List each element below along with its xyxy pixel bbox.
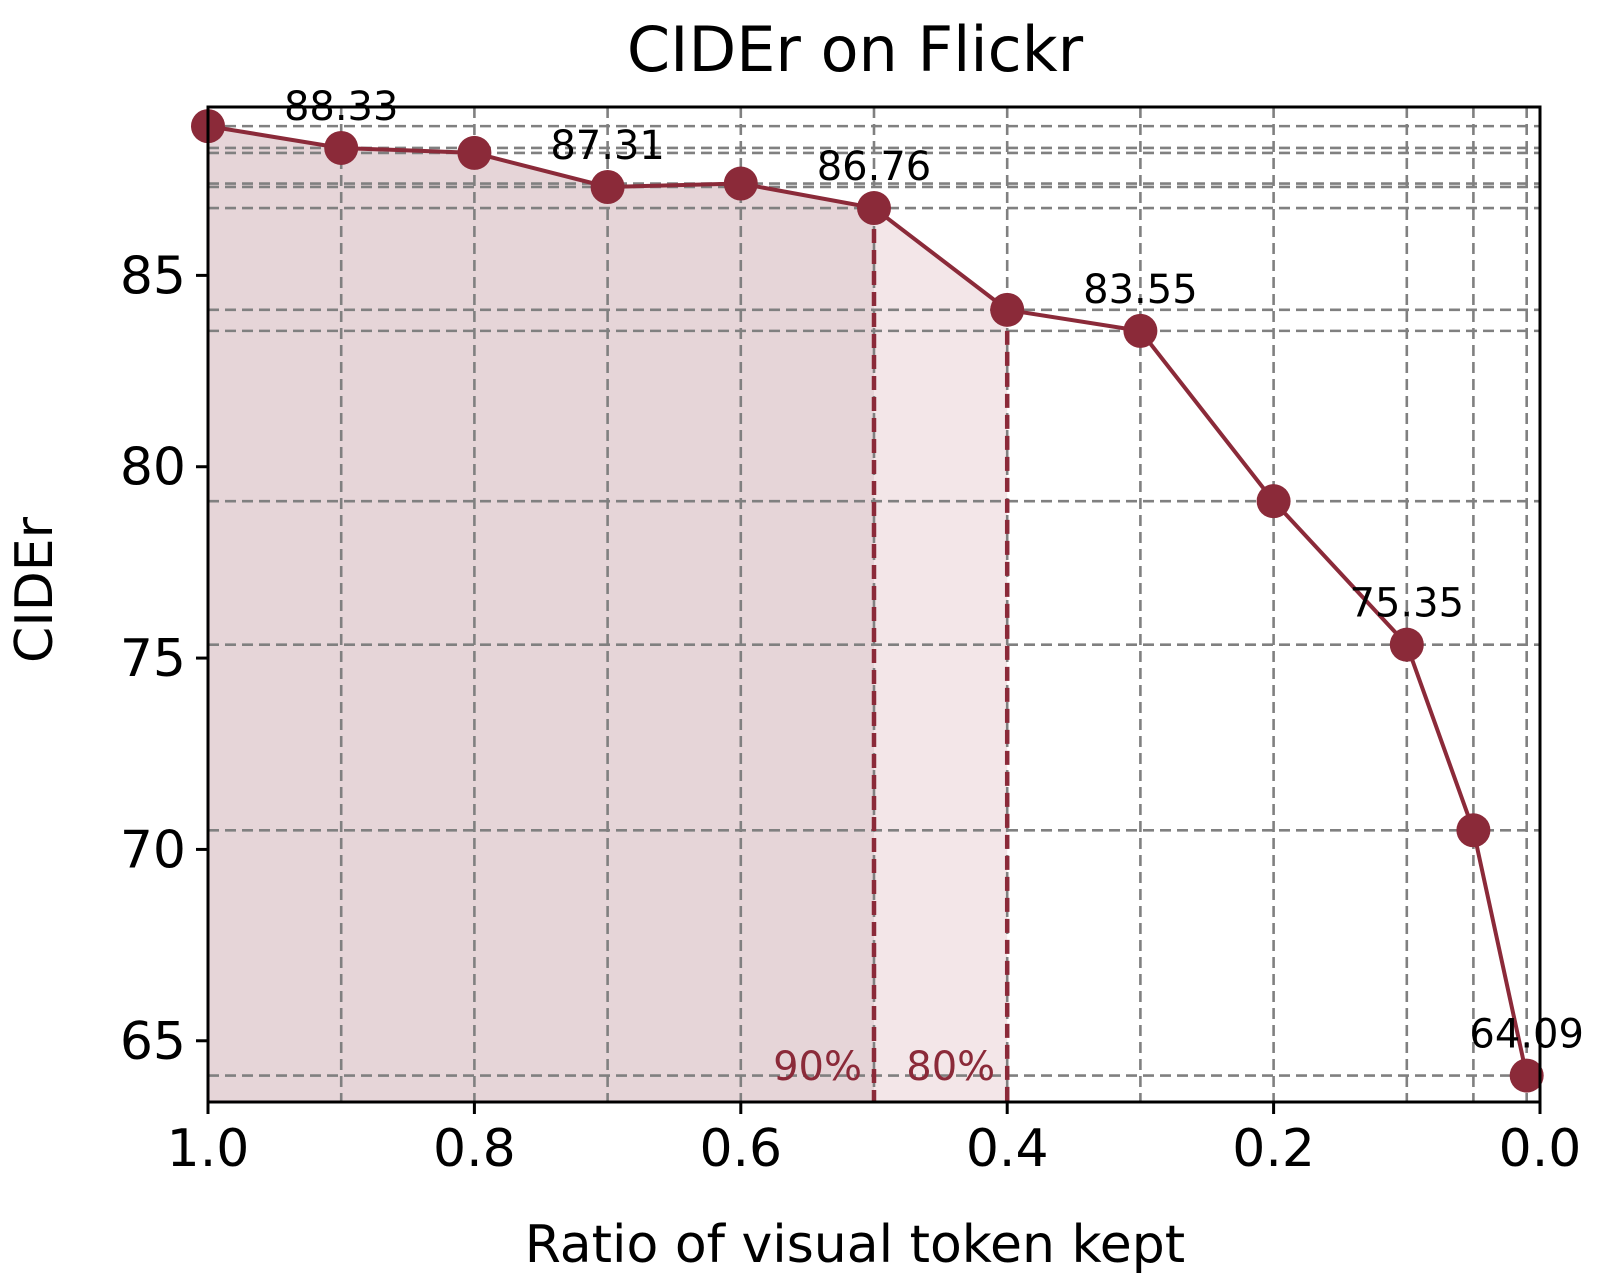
threshold-fill-90pct — [208, 126, 874, 1102]
data-label: 83.55 — [1083, 267, 1198, 313]
x-tick-label: 0.8 — [433, 1119, 516, 1179]
y-tick-label: 70 — [120, 820, 186, 880]
data-point — [723, 166, 758, 201]
data-point — [1123, 313, 1158, 348]
data-point — [324, 130, 359, 165]
axis-ticks: 1.0 0.8 0.6 0.4 0.2 0.0 65 70 75 80 85 — [120, 246, 1582, 1179]
x-tick-label: 0.6 — [699, 1119, 782, 1179]
data-label: 87.31 — [550, 123, 665, 169]
x-tick-label: 0.4 — [966, 1119, 1049, 1179]
axes-frame — [206, 105, 1542, 1104]
data-label: 64.09 — [1469, 1012, 1584, 1058]
y-tick-label: 85 — [120, 246, 186, 306]
y-tick-label: 65 — [120, 1012, 186, 1072]
data-label: 75.35 — [1350, 581, 1465, 627]
x-axis-label: Ratio of visual token kept — [525, 1215, 1185, 1275]
y-tick-label: 75 — [120, 629, 186, 689]
data-point — [1389, 627, 1424, 662]
plot-frame — [206, 105, 1542, 1104]
data-point — [1256, 484, 1291, 519]
x-tick-label: 0.0 — [1499, 1119, 1582, 1179]
x-tick-label: 0.2 — [1232, 1119, 1315, 1179]
series-line-path — [207, 124, 1529, 1077]
threshold-fills — [208, 126, 1008, 1102]
data-point — [590, 169, 625, 204]
data-point — [990, 292, 1025, 327]
data-markers — [191, 109, 1544, 1093]
data-point — [1456, 813, 1491, 848]
y-axis-label: CIDEr — [5, 516, 65, 663]
threshold-lines: 90% 80% — [773, 208, 1010, 1102]
threshold-label-80pct: 80% — [906, 1044, 995, 1090]
series-line — [207, 124, 1529, 1077]
data-point — [457, 135, 492, 170]
data-label: 86.76 — [817, 144, 932, 190]
data-point — [857, 191, 891, 226]
data-point — [1509, 1058, 1544, 1093]
y-tick-label: 80 — [120, 438, 186, 498]
threshold-label-90pct: 90% — [773, 1044, 862, 1090]
chart-title: CIDEr on Flickr — [627, 13, 1084, 86]
x-tick-label: 1.0 — [167, 1119, 250, 1179]
